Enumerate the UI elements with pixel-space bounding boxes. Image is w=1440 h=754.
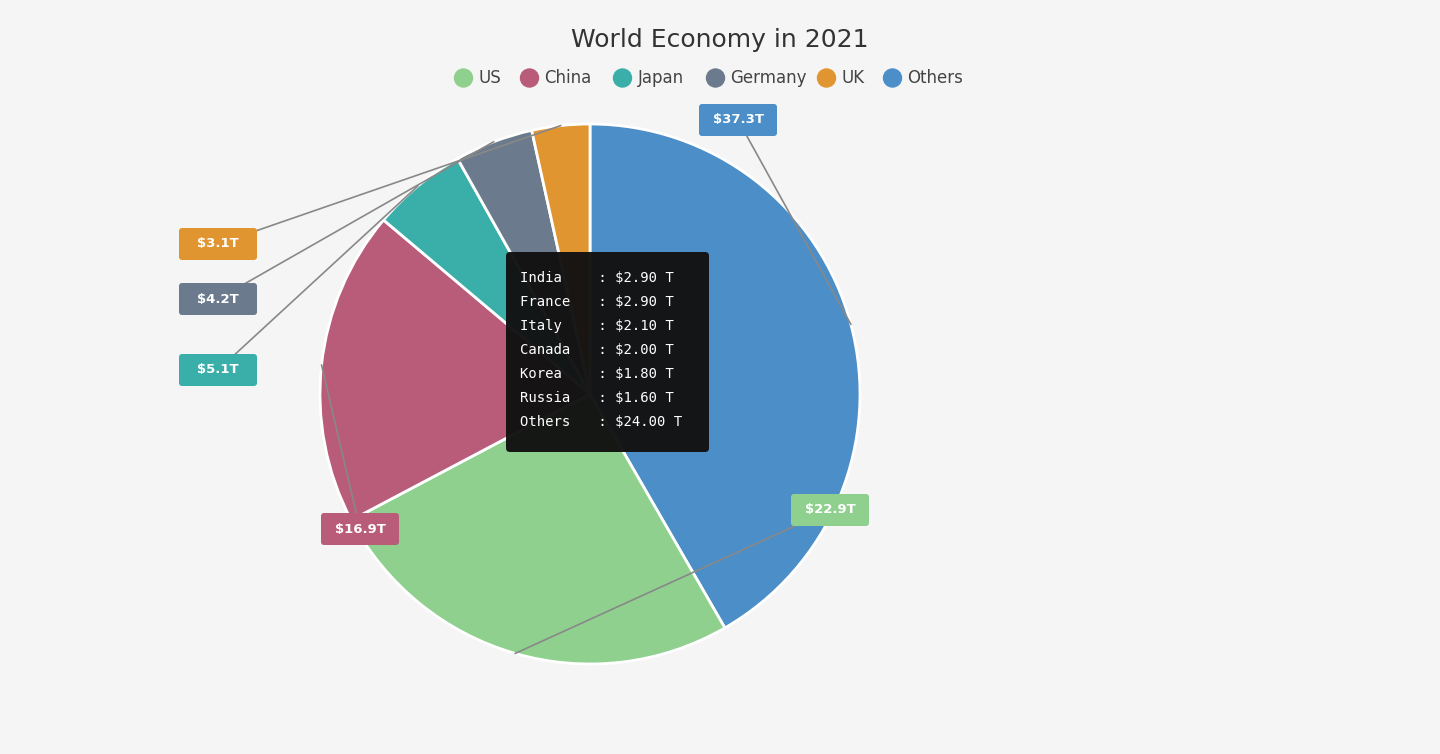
Text: Germany: Germany — [730, 69, 806, 87]
Text: China: China — [544, 69, 592, 87]
FancyBboxPatch shape — [179, 283, 256, 315]
Text: Japan: Japan — [638, 69, 684, 87]
Text: : $2.90 T: : $2.90 T — [590, 271, 674, 285]
Wedge shape — [320, 220, 590, 520]
Text: US: US — [478, 69, 501, 87]
Circle shape — [520, 69, 539, 87]
Text: UK: UK — [841, 69, 864, 87]
FancyBboxPatch shape — [505, 252, 708, 452]
Text: : $1.80 T: : $1.80 T — [590, 367, 674, 381]
Text: $3.1T: $3.1T — [197, 238, 239, 250]
Wedge shape — [351, 394, 724, 664]
Text: Italy: Italy — [520, 319, 579, 333]
Text: : $1.60 T: : $1.60 T — [590, 391, 674, 405]
Wedge shape — [458, 130, 590, 394]
FancyBboxPatch shape — [179, 354, 256, 386]
Text: Russia: Russia — [520, 391, 579, 405]
Circle shape — [818, 69, 835, 87]
FancyBboxPatch shape — [179, 228, 256, 260]
Text: India: India — [520, 271, 579, 285]
FancyBboxPatch shape — [791, 494, 868, 526]
Text: $22.9T: $22.9T — [805, 504, 855, 516]
Text: $16.9T: $16.9T — [334, 523, 386, 535]
Text: Others: Others — [907, 69, 963, 87]
Circle shape — [455, 69, 472, 87]
Text: $37.3T: $37.3T — [713, 114, 763, 127]
Text: : $24.00 T: : $24.00 T — [590, 415, 683, 429]
Text: France: France — [520, 295, 579, 309]
Circle shape — [707, 69, 724, 87]
Text: Canada: Canada — [520, 343, 579, 357]
Wedge shape — [590, 124, 860, 628]
Text: : $2.00 T: : $2.00 T — [590, 343, 674, 357]
Wedge shape — [531, 124, 590, 394]
Text: Others: Others — [520, 415, 579, 429]
Text: $5.1T: $5.1T — [197, 363, 239, 376]
Circle shape — [884, 69, 901, 87]
FancyBboxPatch shape — [321, 513, 399, 545]
Wedge shape — [383, 158, 590, 394]
Text: : $2.90 T: : $2.90 T — [590, 295, 674, 309]
FancyBboxPatch shape — [698, 104, 778, 136]
Text: : $2.10 T: : $2.10 T — [590, 319, 674, 333]
Text: World Economy in 2021: World Economy in 2021 — [572, 28, 868, 52]
Circle shape — [613, 69, 632, 87]
Text: $4.2T: $4.2T — [197, 293, 239, 305]
Text: Korea: Korea — [520, 367, 579, 381]
